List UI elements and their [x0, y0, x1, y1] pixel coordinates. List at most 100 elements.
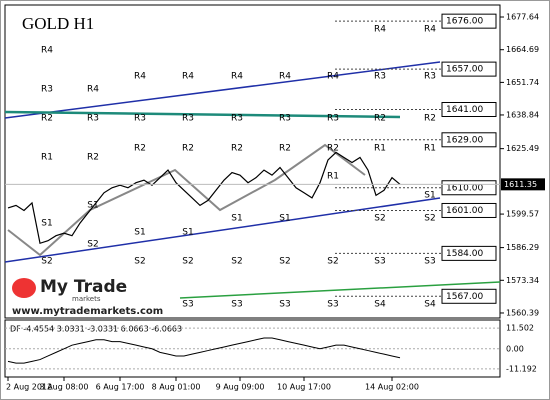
pivot-label: S1: [424, 191, 435, 201]
level-label: 1657.00: [446, 65, 483, 75]
pivot-label: S2: [424, 214, 435, 224]
indicator-tick-label: 0.00: [506, 344, 524, 353]
pivot-label: R2: [231, 144, 243, 154]
pivot-label: S2: [134, 257, 145, 267]
pivot-label: R2: [327, 144, 339, 154]
pivot-label: S3: [424, 257, 435, 267]
x-tick-label: 8 Aug 01:00: [152, 383, 201, 392]
pivot-label: R3: [182, 114, 194, 124]
pivot-label: S3: [231, 300, 242, 310]
pivot-label: S1: [41, 219, 52, 229]
y-tick-label: 1677.64: [506, 13, 539, 22]
level-label: 1629.00: [446, 135, 483, 145]
trend-line: [4, 61, 441, 119]
pivot-label: R4: [327, 72, 339, 82]
level-label: 1567.00: [446, 292, 483, 302]
pivot-label: S2: [374, 214, 385, 224]
logo-sub: markets: [72, 295, 101, 303]
level-box: [441, 13, 497, 29]
pivot-label: R2: [41, 114, 53, 124]
trend-lines: [4, 61, 501, 299]
pivot-label: R3: [41, 85, 53, 95]
pivot-label: R1: [41, 153, 53, 163]
logo: My Trade markets www.mytrademarkets.com: [12, 277, 163, 317]
pivot-label: S2: [182, 257, 193, 267]
y-tick-label: 1625.49: [506, 144, 539, 153]
pivot-label: R3: [87, 114, 99, 124]
pivot-label: R4: [424, 25, 436, 35]
pivot-label: S2: [279, 257, 290, 267]
pivot-label: R1: [327, 172, 339, 182]
pivot-label: R4: [374, 25, 386, 35]
x-tick-label: 2 Aug 2012: [6, 383, 52, 392]
y-tick-label: 1586.29: [506, 243, 539, 252]
pivot-label: S1: [231, 214, 242, 224]
pivot-label: R3: [134, 114, 146, 124]
pivot-label: R3: [374, 72, 386, 82]
level-label: 1676.00: [446, 17, 483, 27]
indicator-line: [7, 337, 401, 364]
x-tick-label: 10 Aug 17:00: [277, 383, 331, 392]
pivot-label: S4: [424, 300, 436, 310]
logo-url: www.mytrademarkets.com: [12, 306, 163, 317]
pivot-label: S2: [87, 240, 98, 250]
trend-line: [4, 197, 441, 263]
pivot-label: R2: [424, 114, 436, 124]
pivot-label: R4: [134, 72, 146, 82]
y-tick-label: 1651.74: [506, 78, 539, 87]
logo-mark: [12, 278, 36, 298]
indicator-tick-label: 11.502: [506, 324, 534, 333]
pivot-label: R4: [87, 85, 99, 95]
last-price-label: 1611.35: [504, 180, 537, 189]
level-box: [441, 245, 497, 261]
pivot-label: R3: [424, 72, 436, 82]
level-box: [441, 288, 497, 304]
pivot-label: S2: [231, 257, 242, 267]
y-tick-label: 1599.57: [506, 210, 539, 219]
pivot-label: R4: [41, 46, 53, 56]
y-tick-label: 1573.34: [506, 276, 539, 285]
level-label: 1584.00: [446, 249, 483, 259]
level-box: [441, 202, 497, 218]
y-tick-label: 1664.69: [506, 45, 539, 54]
pivot-label: R2: [374, 114, 386, 124]
level-box: [441, 102, 497, 118]
x-tick-label: 9 Aug 09:00: [216, 383, 265, 392]
pivot-label: R2: [134, 144, 146, 154]
indicator-label: DF -4.4554 3.0331 -3.0331 6.0663 -6.0663: [10, 325, 182, 334]
y-tick-label: 1560.39: [506, 308, 539, 317]
pivot-label: R4: [279, 72, 291, 82]
pivot-label: R1: [424, 144, 436, 154]
pivot-label: R3: [279, 114, 291, 124]
level-label: 1601.00: [446, 206, 483, 216]
level-box: [441, 132, 497, 148]
pivot-label: S4: [374, 300, 386, 310]
last-price-box: [501, 178, 545, 191]
chart-title: GOLD H1: [22, 14, 94, 33]
x-tick-label: 14 Aug 02:00: [365, 383, 419, 392]
level-box: [441, 61, 497, 77]
pivot-label: S1: [279, 214, 290, 224]
y-tick-label: 1638.84: [506, 110, 539, 119]
x-tick-label: 3 Aug 08:00: [40, 383, 89, 392]
pivot-label: S2: [41, 257, 52, 267]
trend-line: [4, 110, 401, 119]
pivot-label: R2: [182, 144, 194, 154]
zigzag: [7, 143, 366, 257]
pivot-label: R1: [374, 144, 386, 154]
pivot-label: S3: [279, 300, 290, 310]
indicator-tick-label: -11.192: [506, 364, 537, 373]
pivot-label: S1: [134, 228, 145, 238]
main-plot: [4, 4, 501, 319]
pivot-label: R3: [231, 114, 243, 124]
pivot-label: S1: [87, 201, 98, 211]
level-label: 1641.00: [446, 105, 483, 115]
pivot-label: S3: [374, 257, 385, 267]
trend-line: [179, 281, 501, 299]
pivot-label: S3: [182, 300, 193, 310]
pivot-label: S2: [327, 257, 338, 267]
pivot-label: R3: [327, 114, 339, 124]
pivot-label: S3: [327, 300, 338, 310]
pivot-label: R4: [182, 72, 194, 82]
